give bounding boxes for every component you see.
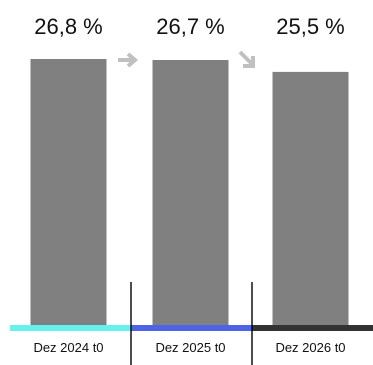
- value-labels: 26,8 % 26,7 % 25,5 %: [34, 14, 345, 39]
- category-band-3: [252, 325, 373, 331]
- category-dividers: [130, 282, 253, 365]
- category-label-1: Dez 2024 t0: [33, 340, 103, 355]
- arrow-down-right-icon: [238, 50, 255, 68]
- category-label-2: Dez 2025 t0: [155, 340, 225, 355]
- category-labels: Dez 2024 t0 Dez 2025 t0 Dez 2026 t0: [33, 340, 345, 355]
- category-bands: [10, 325, 373, 331]
- bars: [30, 59, 349, 326]
- bar-1: [30, 59, 107, 325]
- value-label-3: 25,5 %: [276, 14, 345, 39]
- bar-3: [272, 71, 349, 326]
- category-label-3: Dez 2026 t0: [275, 340, 345, 355]
- arrow-right-icon: [118, 52, 139, 68]
- bar-2: [152, 60, 229, 325]
- category-band-2: [131, 325, 252, 331]
- trend-arrows: [118, 50, 255, 68]
- value-label-1: 26,8 %: [34, 14, 103, 39]
- value-label-2: 26,7 %: [156, 14, 225, 39]
- category-band-1: [10, 325, 131, 331]
